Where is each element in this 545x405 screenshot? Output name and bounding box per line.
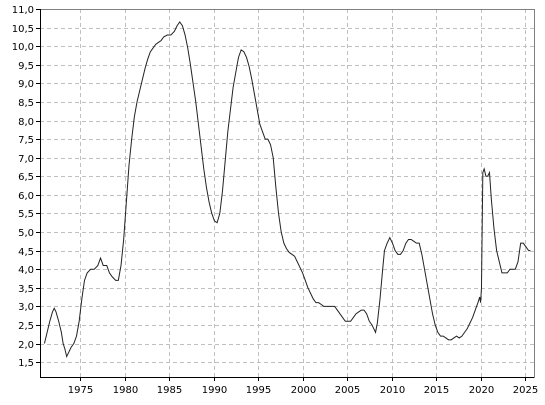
y-tick-label: 9,0 <box>18 79 34 90</box>
y-tick-label: 5,5 <box>18 209 34 220</box>
series-layer <box>43 21 531 359</box>
grid-layer <box>40 9 534 377</box>
y-tick-label: 2,5 <box>18 321 34 332</box>
y-tick-label: 3,5 <box>18 284 34 295</box>
x-tick-label: 2025 <box>513 385 538 396</box>
y-tick-label: 8,0 <box>18 117 34 128</box>
x-tick-label: 2020 <box>469 385 494 396</box>
x-tick-label: 1990 <box>202 385 227 396</box>
plot-frame <box>40 9 535 378</box>
y-tick-label: 10,0 <box>12 42 34 53</box>
y-tick-label: 6,0 <box>18 191 34 202</box>
y-tick-label: 6,5 <box>18 172 34 183</box>
y-tick-label: 7,5 <box>18 135 34 146</box>
y-tick-label: 11,0 <box>12 5 34 16</box>
x-tick-label: 2010 <box>380 385 405 396</box>
x-tick-label: 2000 <box>291 385 316 396</box>
y-tick-label: 4,5 <box>18 247 34 258</box>
series-line <box>43 21 531 359</box>
x-tick-label: 1995 <box>246 385 271 396</box>
y-tick-label: 1,5 <box>18 358 34 369</box>
x-tick-label: 1985 <box>157 385 182 396</box>
y-tick-label: 2,0 <box>18 340 34 351</box>
y-tick-label: 4,0 <box>18 265 34 276</box>
x-tick-label: 2005 <box>335 385 360 396</box>
x-tick-label: 2015 <box>424 385 449 396</box>
x-tick-label: 1975 <box>68 385 93 396</box>
y-tick-label: 5,0 <box>18 228 34 239</box>
x-tick-label: 1980 <box>113 385 138 396</box>
y-tick-label: 7,0 <box>18 154 34 165</box>
y-tick-label: 8,5 <box>18 98 34 109</box>
axes-layer: 1,5 2,0 2,5 3,0 3,5 4,0 4,5 5,0 5,5 6,0 6,5 7,0 7,5 8… <box>12 5 538 396</box>
y-tick-label: 10,5 <box>12 24 34 35</box>
y-tick-label: 3,0 <box>18 302 34 313</box>
y-tick-label: 9,5 <box>18 61 34 72</box>
